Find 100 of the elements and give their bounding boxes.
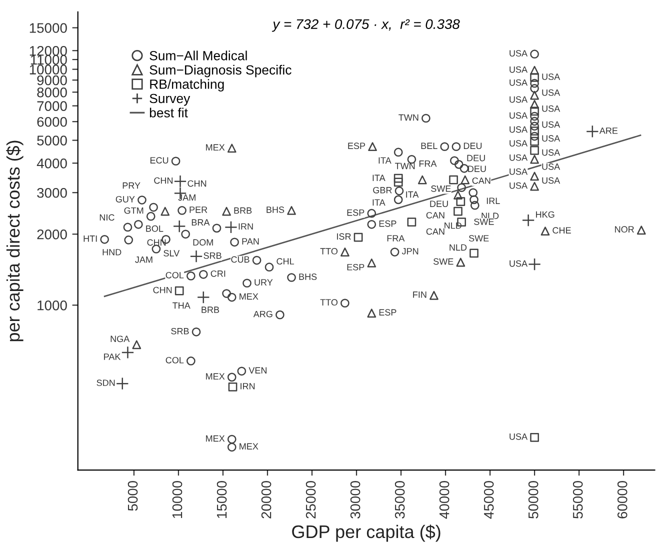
annotation: FRA <box>387 235 405 242</box>
annotation: CHN <box>153 286 172 294</box>
y-tick-label: 8000 <box>37 87 67 98</box>
annotation: USA <box>510 126 528 133</box>
x-tick-label: 25000 <box>306 480 316 518</box>
annotation: MEX <box>206 435 225 442</box>
annotation: BOL <box>146 225 164 232</box>
annotation: PAN <box>242 238 259 244</box>
y-tick-label: 5000 <box>37 136 67 146</box>
y-tick-label: 15000 <box>30 23 67 33</box>
x-tick-label: 45000 <box>484 480 494 519</box>
annotation: USA <box>510 79 528 86</box>
annotation: PER <box>190 206 208 213</box>
annotation: HKG <box>536 211 554 218</box>
y-tick-label: 9000 <box>37 75 67 86</box>
y-tick-label: 7000 <box>37 101 67 111</box>
annotation: PAK <box>104 354 121 360</box>
annotation: MEX <box>240 443 258 450</box>
legend-label: Survey <box>150 94 190 106</box>
annotation: NOR <box>615 226 634 233</box>
annotation: DEU <box>430 200 448 208</box>
annotation: JAM <box>178 194 196 201</box>
annotation: NIC <box>100 214 114 221</box>
annotation: IRN <box>240 383 255 390</box>
annotation: USA <box>510 50 528 57</box>
annotation: ITA <box>406 191 419 198</box>
annotation: ECU <box>150 157 168 164</box>
x-tick-label: 30000 <box>350 480 360 519</box>
annotation: GBR <box>373 186 392 194</box>
annotation: SDN <box>96 380 115 386</box>
annotation: BRB <box>202 306 220 313</box>
annotation: USA <box>510 168 528 175</box>
annotation: NGA <box>110 336 130 342</box>
annotation: TTO <box>320 299 338 306</box>
x-axis-title: GDP per capita ($) <box>292 524 440 542</box>
y-tick-label: 2000 <box>37 229 67 240</box>
y-tick-label: 3000 <box>37 188 67 198</box>
annotation: USA <box>510 154 528 161</box>
y-tick-label: 10000 <box>30 64 67 74</box>
annotation: USA <box>510 260 528 267</box>
x-tick-label: 20000 <box>261 480 272 518</box>
annotation: TWN <box>395 162 415 170</box>
y-tick-label: 1000 <box>38 300 67 310</box>
annotation: CHN <box>188 180 206 187</box>
x-tick-label: 10000 <box>172 480 182 518</box>
annotation: IRL <box>486 198 500 204</box>
annotation: USA <box>542 135 560 142</box>
annotation: ESP <box>348 142 366 150</box>
annotation: HND <box>102 249 122 256</box>
annotation: ARG <box>253 310 272 318</box>
annotation: USA <box>510 96 528 103</box>
annotation: ESP <box>379 220 396 227</box>
annotation: PRY <box>122 182 140 189</box>
annotation: CRI <box>210 270 226 277</box>
annotation: THA <box>172 302 190 309</box>
annotation: ESP <box>347 264 364 270</box>
y-tick-label: 12000 <box>30 46 67 56</box>
annotation: ISR <box>337 233 351 240</box>
x-tick-label: 55000 <box>572 480 583 518</box>
annotation: JAM <box>135 256 152 263</box>
annotation: URY <box>254 279 273 286</box>
annotation: GTM <box>124 207 144 214</box>
annotation: ITA <box>378 157 392 164</box>
annotation: TTO <box>320 248 338 254</box>
annotation: CHE <box>552 227 571 234</box>
legend-label: Sum−All Medical <box>150 50 247 60</box>
annotation: SLV <box>164 250 180 256</box>
annotation: USA <box>542 163 560 170</box>
annotation: NLD <box>450 244 467 251</box>
annotation: FIN <box>413 292 426 298</box>
annotation: ITA <box>372 174 386 182</box>
annotation: NLD <box>444 222 462 229</box>
annotation: SRB <box>171 328 189 334</box>
y-axis-title: per capita direct costs ($) <box>6 140 24 342</box>
annotation: CUB <box>231 256 250 263</box>
annotation: BRA <box>192 219 210 226</box>
annotation: DEU <box>468 166 486 172</box>
annotation: USA <box>510 433 528 440</box>
annotation: USA <box>542 89 560 96</box>
annotation: USA <box>510 182 528 189</box>
annotation: SWE <box>434 258 454 265</box>
annotation: CHL <box>276 258 294 265</box>
x-tick-label: 40000 <box>439 480 450 519</box>
annotation: JPN <box>402 248 418 254</box>
annotation: CAN <box>426 228 444 235</box>
annotation: BHS <box>266 206 284 213</box>
annotation: USA <box>510 140 528 147</box>
annotation: CAN <box>426 212 444 218</box>
y-tick-label: 11000 <box>30 54 67 65</box>
x-tick-label: 35000 <box>394 480 405 519</box>
annotation: HTI <box>84 236 97 242</box>
annotation: MEX <box>206 144 225 151</box>
annotation: CHN <box>154 177 173 184</box>
annotation: ITA <box>372 199 386 206</box>
annotation: BHS <box>299 274 317 280</box>
annotation: ARE <box>599 128 618 134</box>
annotation: SWE <box>468 235 489 242</box>
x-tick-label: 5000 <box>128 480 138 511</box>
annotation: SWE <box>474 218 494 225</box>
annotation: y = 732 + 0.075 · x, r² = 0.338 <box>272 19 460 32</box>
